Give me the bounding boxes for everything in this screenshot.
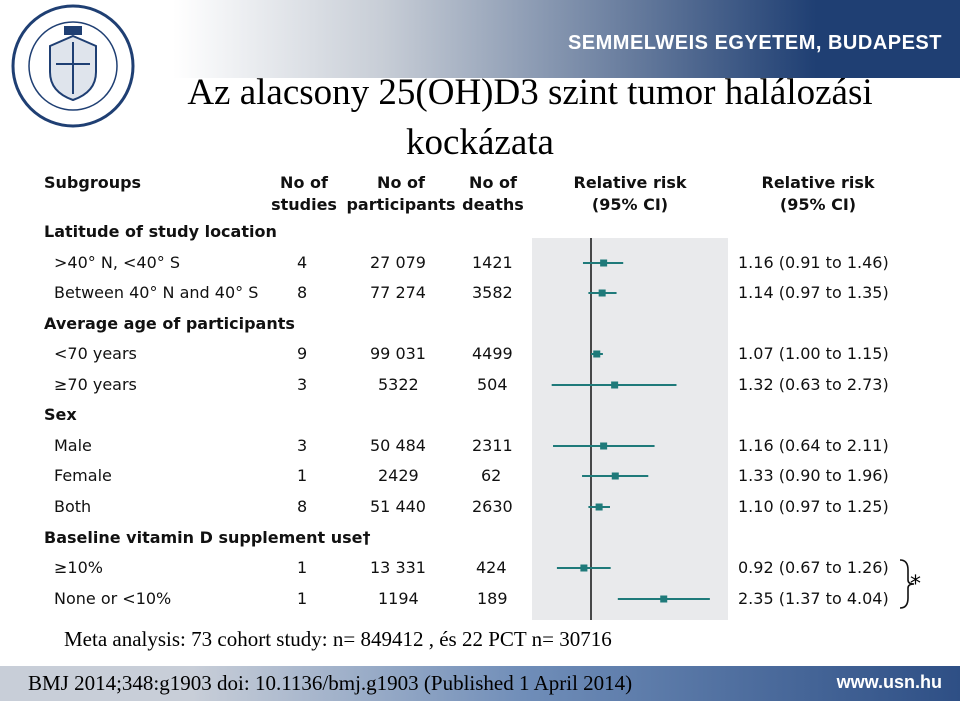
header-subgroups: Subgroups xyxy=(44,173,142,192)
row-participants: 2429 xyxy=(378,466,419,485)
meta-analysis-note: Meta analysis: 73 cohort study: n= 84941… xyxy=(64,627,612,651)
row-label: <70 years xyxy=(54,344,137,363)
row-label: Between 40° N and 40° S xyxy=(54,283,259,302)
header-studies: No of studies xyxy=(271,173,337,214)
row-deaths: 3582 xyxy=(472,283,513,302)
row-participants: 13 331 xyxy=(370,558,426,577)
row-studies: 1 xyxy=(297,558,308,577)
forest-plot-panel xyxy=(30,162,918,624)
row-deaths: 189 xyxy=(477,589,508,608)
row-ci: 1.14 (0.97 to 1.35) xyxy=(738,283,889,302)
header-rr-plot: Relative risk (95% CI) xyxy=(573,173,687,214)
row-studies: 8 xyxy=(297,497,308,516)
row-deaths: 4499 xyxy=(472,344,513,363)
rr-point-marker xyxy=(611,472,619,480)
row-deaths: 1421 xyxy=(472,253,513,272)
row-label: Male xyxy=(54,436,92,455)
rr-point-marker xyxy=(600,259,608,267)
row-label: >40° N, <40° S xyxy=(54,253,180,272)
row-ci: 1.32 (0.63 to 2.73) xyxy=(738,375,889,394)
row-ci: 1.16 (0.64 to 2.11) xyxy=(738,436,889,455)
title-line-1: Az alacsony 25(OH)D3 szint tumor haláloz… xyxy=(187,72,873,113)
slide-title: Az alacsony 25(OH)D3 szint tumor haláloz… xyxy=(0,68,960,168)
footer-bar xyxy=(0,666,960,701)
row-participants: 5322 xyxy=(378,375,419,394)
row-studies: 8 xyxy=(297,283,308,302)
row-participants: 51 440 xyxy=(370,497,426,516)
row-studies: 9 xyxy=(297,344,308,363)
supplement-bracket xyxy=(899,559,915,609)
rr-point-marker xyxy=(595,503,603,511)
rr-point-marker xyxy=(593,350,601,358)
rr-point-marker xyxy=(611,381,619,389)
row-studies: 4 xyxy=(297,253,308,272)
rr-point-marker xyxy=(598,289,606,297)
row-participants: 99 031 xyxy=(370,344,426,363)
header-rr-text: Relative risk (95% CI) xyxy=(761,173,875,214)
row-ci: 1.07 (1.00 to 1.15) xyxy=(738,344,889,363)
row-participants: 77 274 xyxy=(370,283,426,302)
row-label: None or <10% xyxy=(54,589,172,608)
row-participants: 27 079 xyxy=(370,253,426,272)
row-deaths: 2311 xyxy=(472,436,513,455)
row-studies: 1 xyxy=(297,589,308,608)
row-label: Female xyxy=(54,466,112,485)
header-participants: No of participants xyxy=(346,173,456,214)
row-ci: 2.35 (1.37 to 4.04) xyxy=(738,589,889,608)
row-ci: 1.10 (0.97 to 1.25) xyxy=(738,497,889,516)
row-label: Both xyxy=(54,497,92,516)
row-deaths: 504 xyxy=(477,375,508,394)
row-studies: 1 xyxy=(297,466,308,485)
rr-point-marker xyxy=(600,442,608,450)
header-bar xyxy=(0,0,960,78)
row-deaths: 62 xyxy=(481,466,502,485)
row-label: ≥70 years xyxy=(54,375,137,394)
university-name: SEMMELWEIS EGYETEM, BUDAPEST xyxy=(567,32,942,54)
header-deaths: No of deaths xyxy=(462,173,524,214)
row-label: ≥10% xyxy=(54,558,103,577)
group-latitude: Latitude of study location xyxy=(44,222,277,241)
group-supplement: Baseline vitamin D supplement use† xyxy=(44,528,371,547)
citation: BMJ 2014;348:g1903 doi: 10.1136/bmj.g190… xyxy=(28,671,633,695)
row-ci: 1.33 (0.90 to 1.96) xyxy=(738,466,889,485)
university-seal-icon xyxy=(11,4,135,128)
title-line-2: kockázata xyxy=(406,122,554,163)
plot-background xyxy=(532,238,728,620)
group-sex: Sex xyxy=(44,405,77,424)
row-studies: 3 xyxy=(297,375,308,394)
row-ci: 0.92 (0.67 to 1.26) xyxy=(738,558,889,577)
rr-point-marker xyxy=(580,564,588,572)
footer-website: www.usn.hu xyxy=(836,672,942,692)
bracket-asterisk: * xyxy=(910,572,921,597)
row-participants: 1194 xyxy=(378,589,419,608)
group-age: Average age of participants xyxy=(44,314,295,333)
row-deaths: 2630 xyxy=(472,497,513,516)
row-studies: 3 xyxy=(297,436,308,455)
row-ci: 1.16 (0.91 to 1.46) xyxy=(738,253,889,272)
row-deaths: 424 xyxy=(476,558,507,577)
row-participants: 50 484 xyxy=(370,436,426,455)
rr-point-marker xyxy=(660,595,668,603)
